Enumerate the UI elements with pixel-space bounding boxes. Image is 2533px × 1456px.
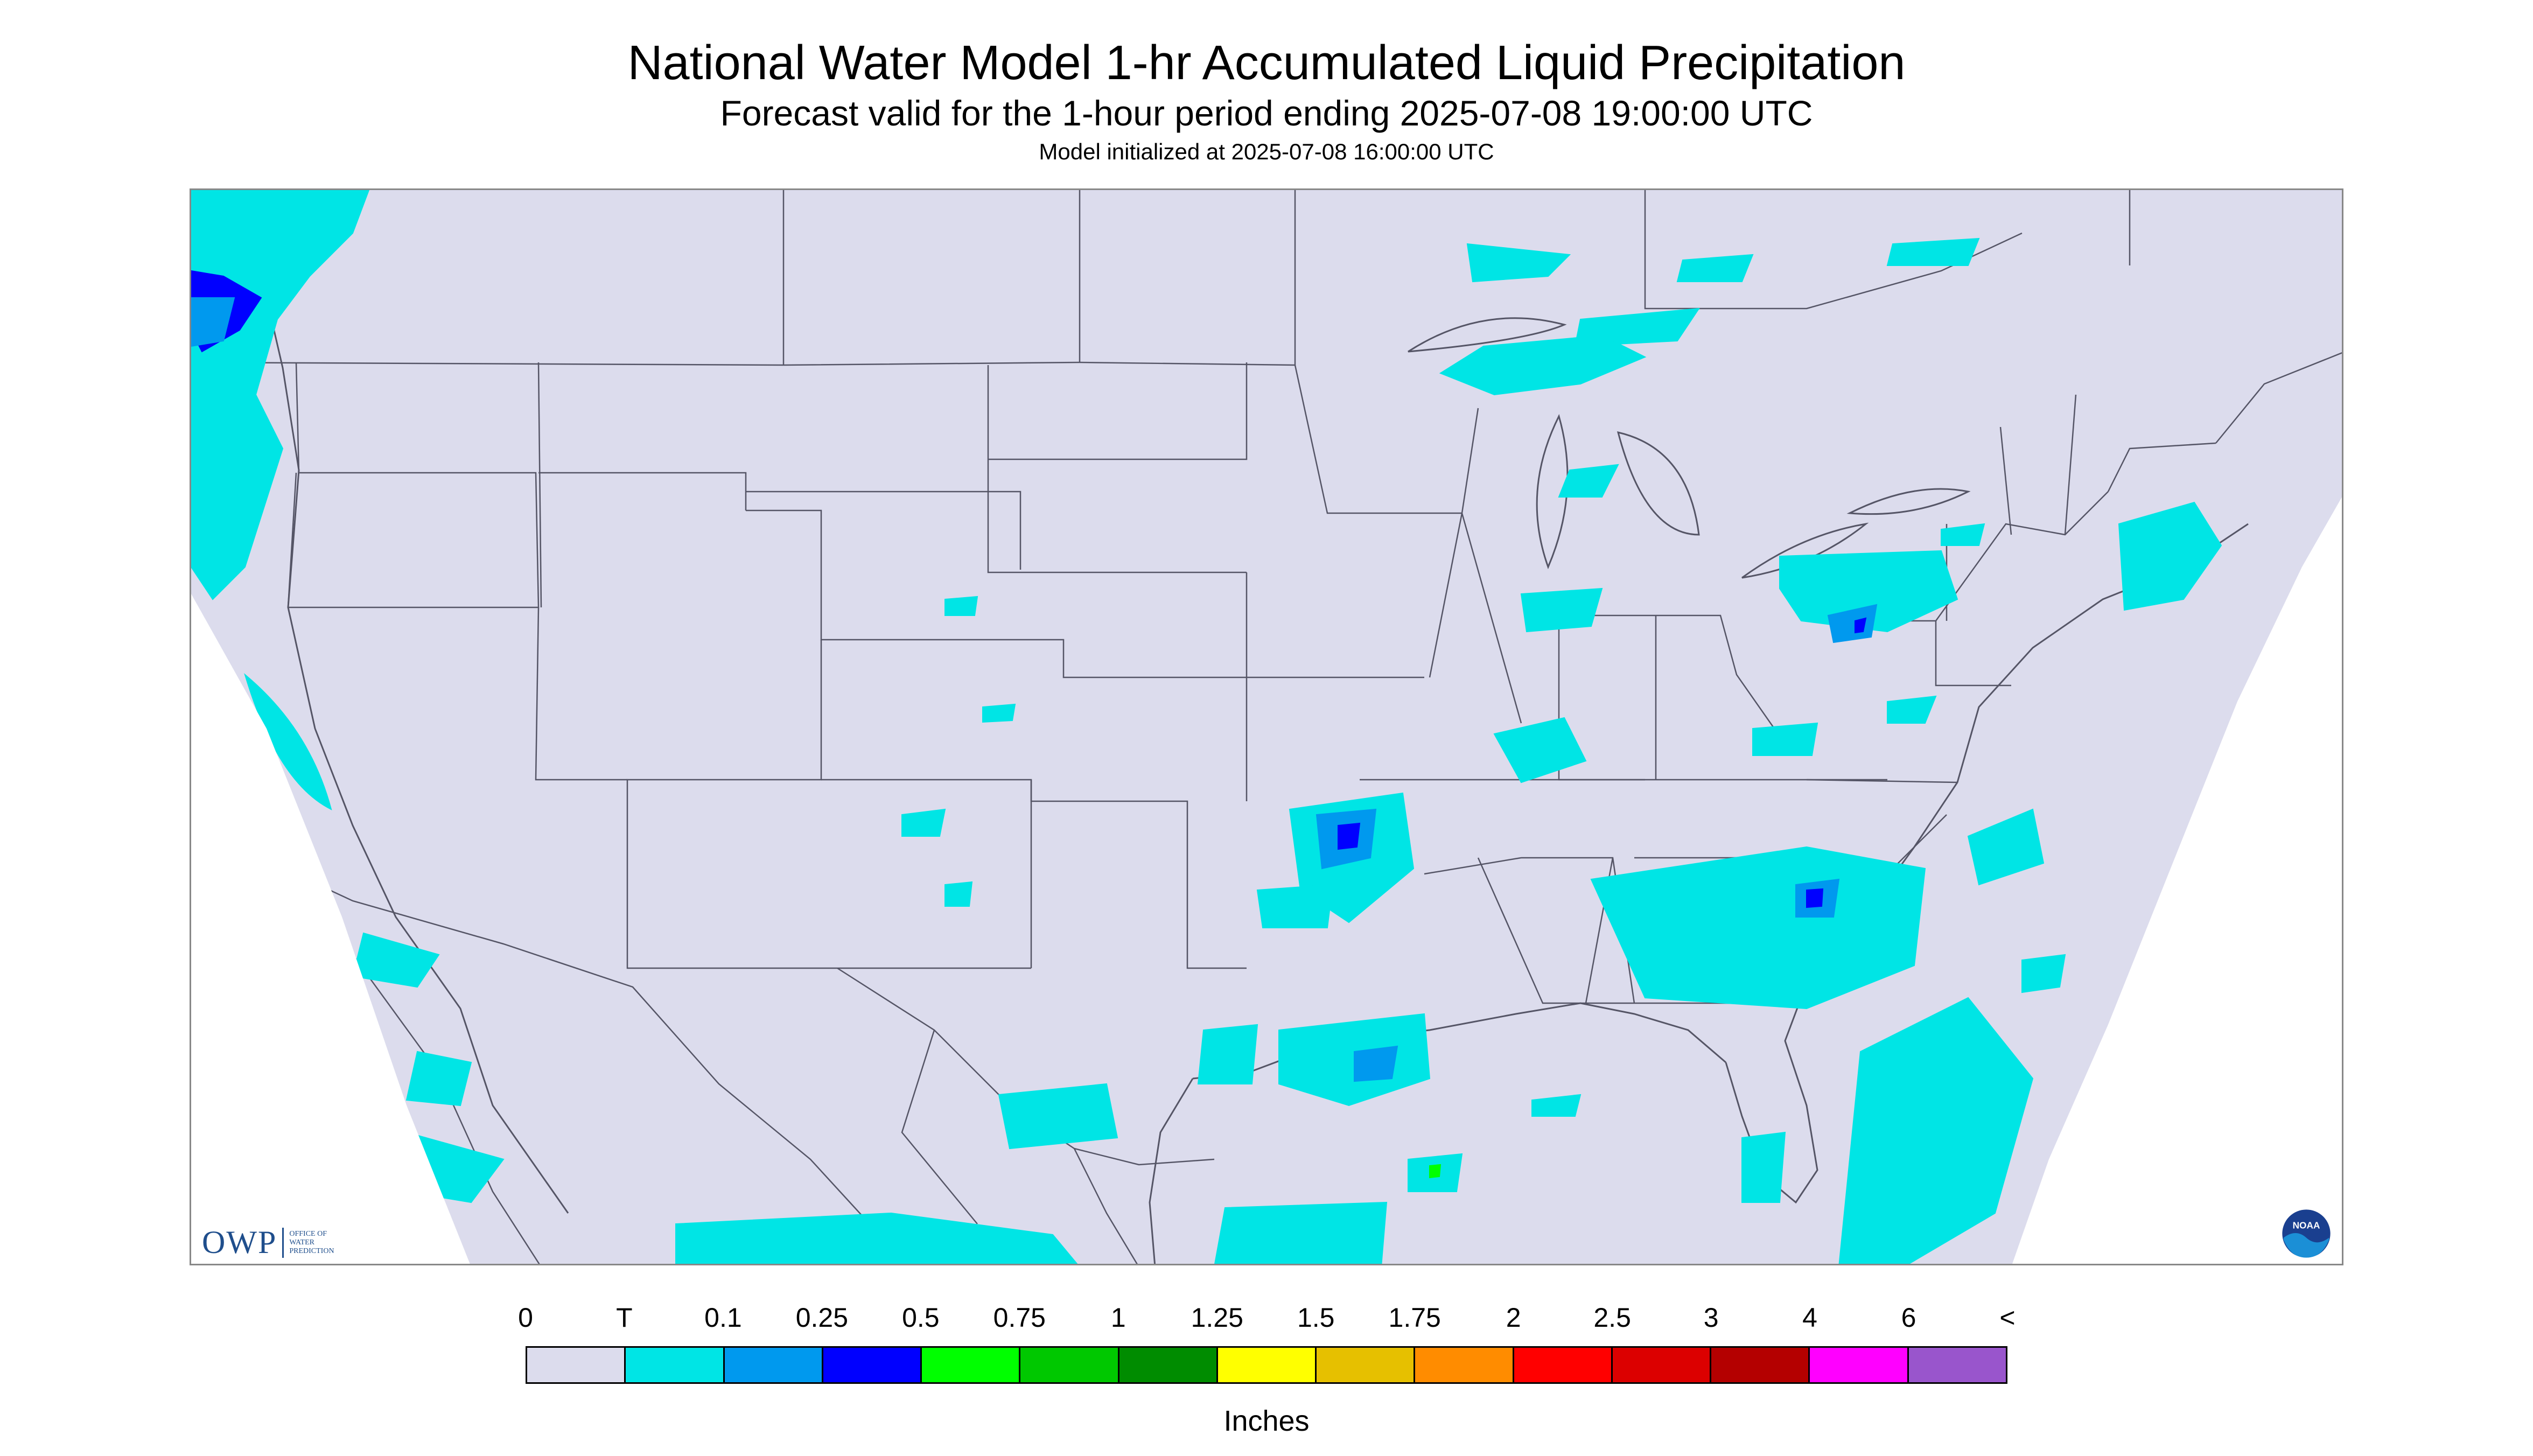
precip-area: [1967, 808, 2045, 886]
precip-atlantic-offshore: [1838, 997, 2034, 1264]
precip-area: [1466, 243, 1571, 283]
owp-logo: OWP OFFICE OF WATER PREDICTION: [202, 1224, 334, 1261]
map-title: National Water Model 1-hr Accumulated Li…: [627, 36, 1906, 90]
precip-area: [1855, 617, 1867, 634]
legend-label: 1: [1110, 1303, 1126, 1333]
precip-area: [191, 297, 235, 347]
precip-area: [1558, 464, 1619, 498]
legend-label: 6: [1901, 1303, 1916, 1333]
precip-area: [982, 703, 1016, 723]
precip-new-mexico: [901, 808, 946, 837]
precip-area: [1197, 1024, 1258, 1084]
legend-swatch: [626, 1348, 725, 1382]
precip-area: [1806, 888, 1824, 908]
legend-label: 2: [1506, 1303, 1521, 1333]
precip-area: [1941, 523, 1985, 546]
legend-swatch: [1514, 1348, 1613, 1382]
legend-label: T: [616, 1303, 633, 1333]
color-legend: [526, 1346, 2007, 1384]
precip-area: [1887, 695, 1937, 724]
legend-swatch: [1810, 1348, 1909, 1382]
precip-mexico: [998, 1083, 1118, 1150]
precip-area: [944, 881, 973, 907]
precip-area: [1214, 1201, 1388, 1264]
legend-swatch: [922, 1348, 1021, 1382]
legend-label: 1.5: [1297, 1303, 1335, 1333]
noaa-logo: NOAA: [2280, 1208, 2332, 1259]
precip-area: [944, 596, 978, 616]
legend-label: 3: [1703, 1303, 1719, 1333]
legend-swatch: [1317, 1348, 1416, 1382]
legend-label: 1.25: [1191, 1303, 1243, 1333]
precip-lake-superior: [1439, 334, 1647, 396]
legend-swatch: [724, 1348, 823, 1382]
legend-label: 0.75: [993, 1303, 1046, 1333]
precip-area: [1429, 1164, 1442, 1179]
precip-area: [1676, 254, 1754, 282]
map-canvas: [191, 190, 2342, 1264]
legend-label: 2.5: [1593, 1303, 1631, 1333]
precip-area: [1354, 1045, 1398, 1082]
noaa-logo-text: NOAA: [2293, 1220, 2320, 1230]
legend-swatch: [1612, 1348, 1712, 1382]
precip-new-england: [2118, 501, 2222, 611]
owp-logo-divider: [282, 1227, 284, 1258]
legend-label: 0: [518, 1303, 533, 1333]
precip-michigan: [1520, 587, 1603, 633]
legend-swatch: [1119, 1348, 1218, 1382]
precip-new-york-pennsylvania: [1779, 550, 1958, 633]
legend-swatch: [527, 1348, 626, 1382]
precip-southeast: [1590, 846, 1926, 1010]
precip-area: [1531, 1094, 1582, 1117]
precip-area: [1752, 722, 1818, 756]
owp-logo-text: OFFICE OF WATER PREDICTION: [289, 1229, 334, 1255]
model-init-line: Model initialized at 2025-07-08 16:00:00…: [1039, 139, 1494, 164]
legend-label: <: [1999, 1303, 2016, 1333]
legend-label: 1.75: [1388, 1303, 1441, 1333]
legend-swatch: [823, 1348, 922, 1382]
outside-domain-right: [2012, 497, 2342, 1264]
precip-area: [1256, 884, 1334, 928]
legend-label: 0.1: [704, 1303, 742, 1333]
legend-swatch: [1711, 1348, 1810, 1382]
precip-ohio-valley: [1493, 717, 1587, 783]
legend-units: Inches: [1223, 1405, 1310, 1437]
precipitation-overlay: [191, 190, 2222, 1264]
precip-area: [2021, 954, 2066, 993]
legend-swatch: [1020, 1348, 1119, 1382]
legend-label: 0.25: [795, 1303, 849, 1333]
precip-florida: [1741, 1131, 1786, 1203]
legend-swatch: [1908, 1348, 2006, 1382]
legend-swatch: [1415, 1348, 1514, 1382]
precipitation-map: OWP OFFICE OF WATER PREDICTION NOAA: [190, 188, 2343, 1265]
legend-label: 0.5: [902, 1303, 940, 1333]
legend-swatch: [1217, 1348, 1317, 1382]
precip-area: [1886, 237, 1980, 266]
precip-area: [1827, 604, 1878, 643]
precip-area: [405, 1051, 472, 1107]
precip-area: [1338, 822, 1361, 850]
map-subtitle: Forecast valid for the 1-hour period end…: [720, 93, 1813, 133]
precip-area: [675, 1212, 1078, 1264]
legend-label: 4: [1802, 1303, 1817, 1333]
owp-logo-mark: OWP: [202, 1224, 277, 1260]
outside-domain-left: [191, 594, 470, 1264]
